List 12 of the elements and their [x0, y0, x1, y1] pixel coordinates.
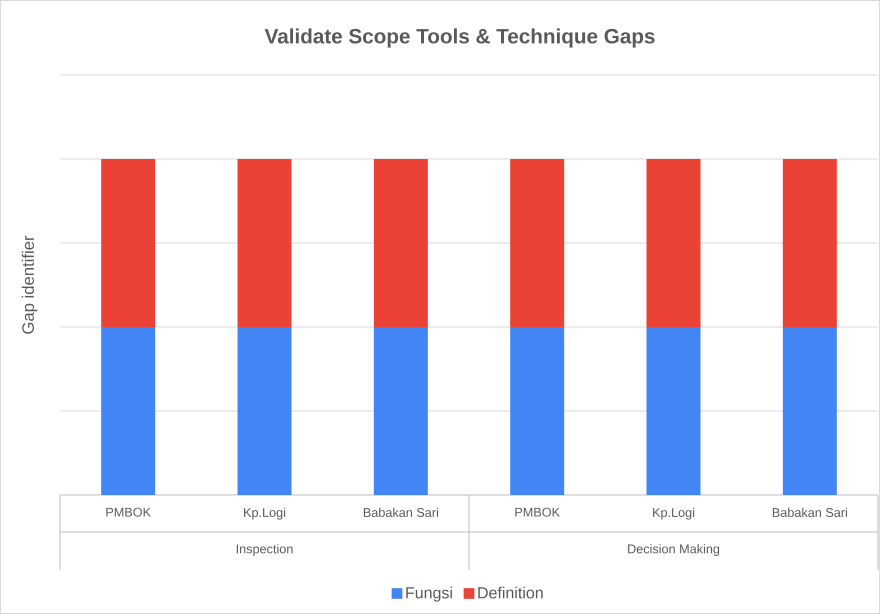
chart-title: Validate Scope Tools & Technique Gaps — [264, 28, 655, 48]
x-tick-label: Kp.Logi — [244, 508, 286, 520]
text: Inspection — [236, 544, 293, 556]
y-axis-title: Gap identifier — [22, 236, 38, 334]
legend-label: Fungsi — [406, 586, 452, 602]
text: Decision Making — [628, 544, 720, 556]
x-tick-label: PMBOK — [106, 508, 151, 517]
x-tick-label: PMBOK — [515, 508, 560, 517]
x-tick-label: Babakan Sari — [772, 508, 847, 518]
x-tick-label: Kp.Logi — [653, 508, 694, 520]
legend-label: Definition — [478, 586, 543, 598]
x-tick-label: Babakan Sari — [364, 508, 438, 518]
